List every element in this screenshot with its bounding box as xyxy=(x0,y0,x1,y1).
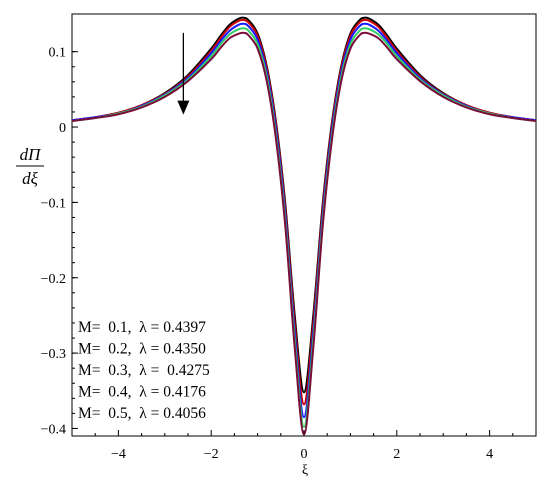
annotation-group xyxy=(177,32,190,115)
x-tick-label: 0 xyxy=(301,447,308,462)
y-tick-label: −0.3 xyxy=(41,347,66,362)
y-tick-label: −0.4 xyxy=(41,422,66,437)
y-tick-label: 0.1 xyxy=(49,46,67,61)
series-line-2 xyxy=(71,18,537,406)
series-group xyxy=(71,16,537,436)
legend-entry-3: M= 0.3, λ = 0.4275 xyxy=(78,362,210,379)
axes: −4 −2 0 2 4 0.1 0 −0.1 −0.2 −0.3 −0.4 xyxy=(41,13,537,462)
y-tick-label: −0.1 xyxy=(41,196,66,211)
legend-entry-5: M= 0.5, λ = 0.4056 xyxy=(78,405,206,422)
series-line-3 xyxy=(71,22,537,419)
series-line-4 xyxy=(71,27,537,428)
arrow-down-icon xyxy=(177,100,190,115)
x-axis-label: ξ xyxy=(302,463,308,478)
y-axis-label-denominator: dξ xyxy=(22,169,39,188)
axis-labels: dΠ dξ ξ xyxy=(16,145,308,478)
y-axis-label-numerator: dΠ xyxy=(20,145,43,164)
x-tick-label: −2 xyxy=(204,447,219,462)
series-line-1 xyxy=(71,16,537,394)
y-tick-label: −0.2 xyxy=(41,272,66,287)
legend-entry-1: M= 0.1, λ = 0.4397 xyxy=(78,319,206,336)
x-tick-label: −4 xyxy=(111,447,126,462)
series-line-5 xyxy=(71,31,537,436)
x-tick-label: 4 xyxy=(486,447,493,462)
legend-entry-2: M= 0.2, λ = 0.4350 xyxy=(78,341,206,358)
y-tick-label: 0 xyxy=(59,121,66,136)
legend: M= 0.1, λ = 0.4397 M= 0.2, λ = 0.4350 M= 0… xyxy=(78,319,210,422)
x-tick-label: 2 xyxy=(393,447,400,462)
legend-entry-4: M= 0.4, λ = 0.4176 xyxy=(78,384,206,401)
